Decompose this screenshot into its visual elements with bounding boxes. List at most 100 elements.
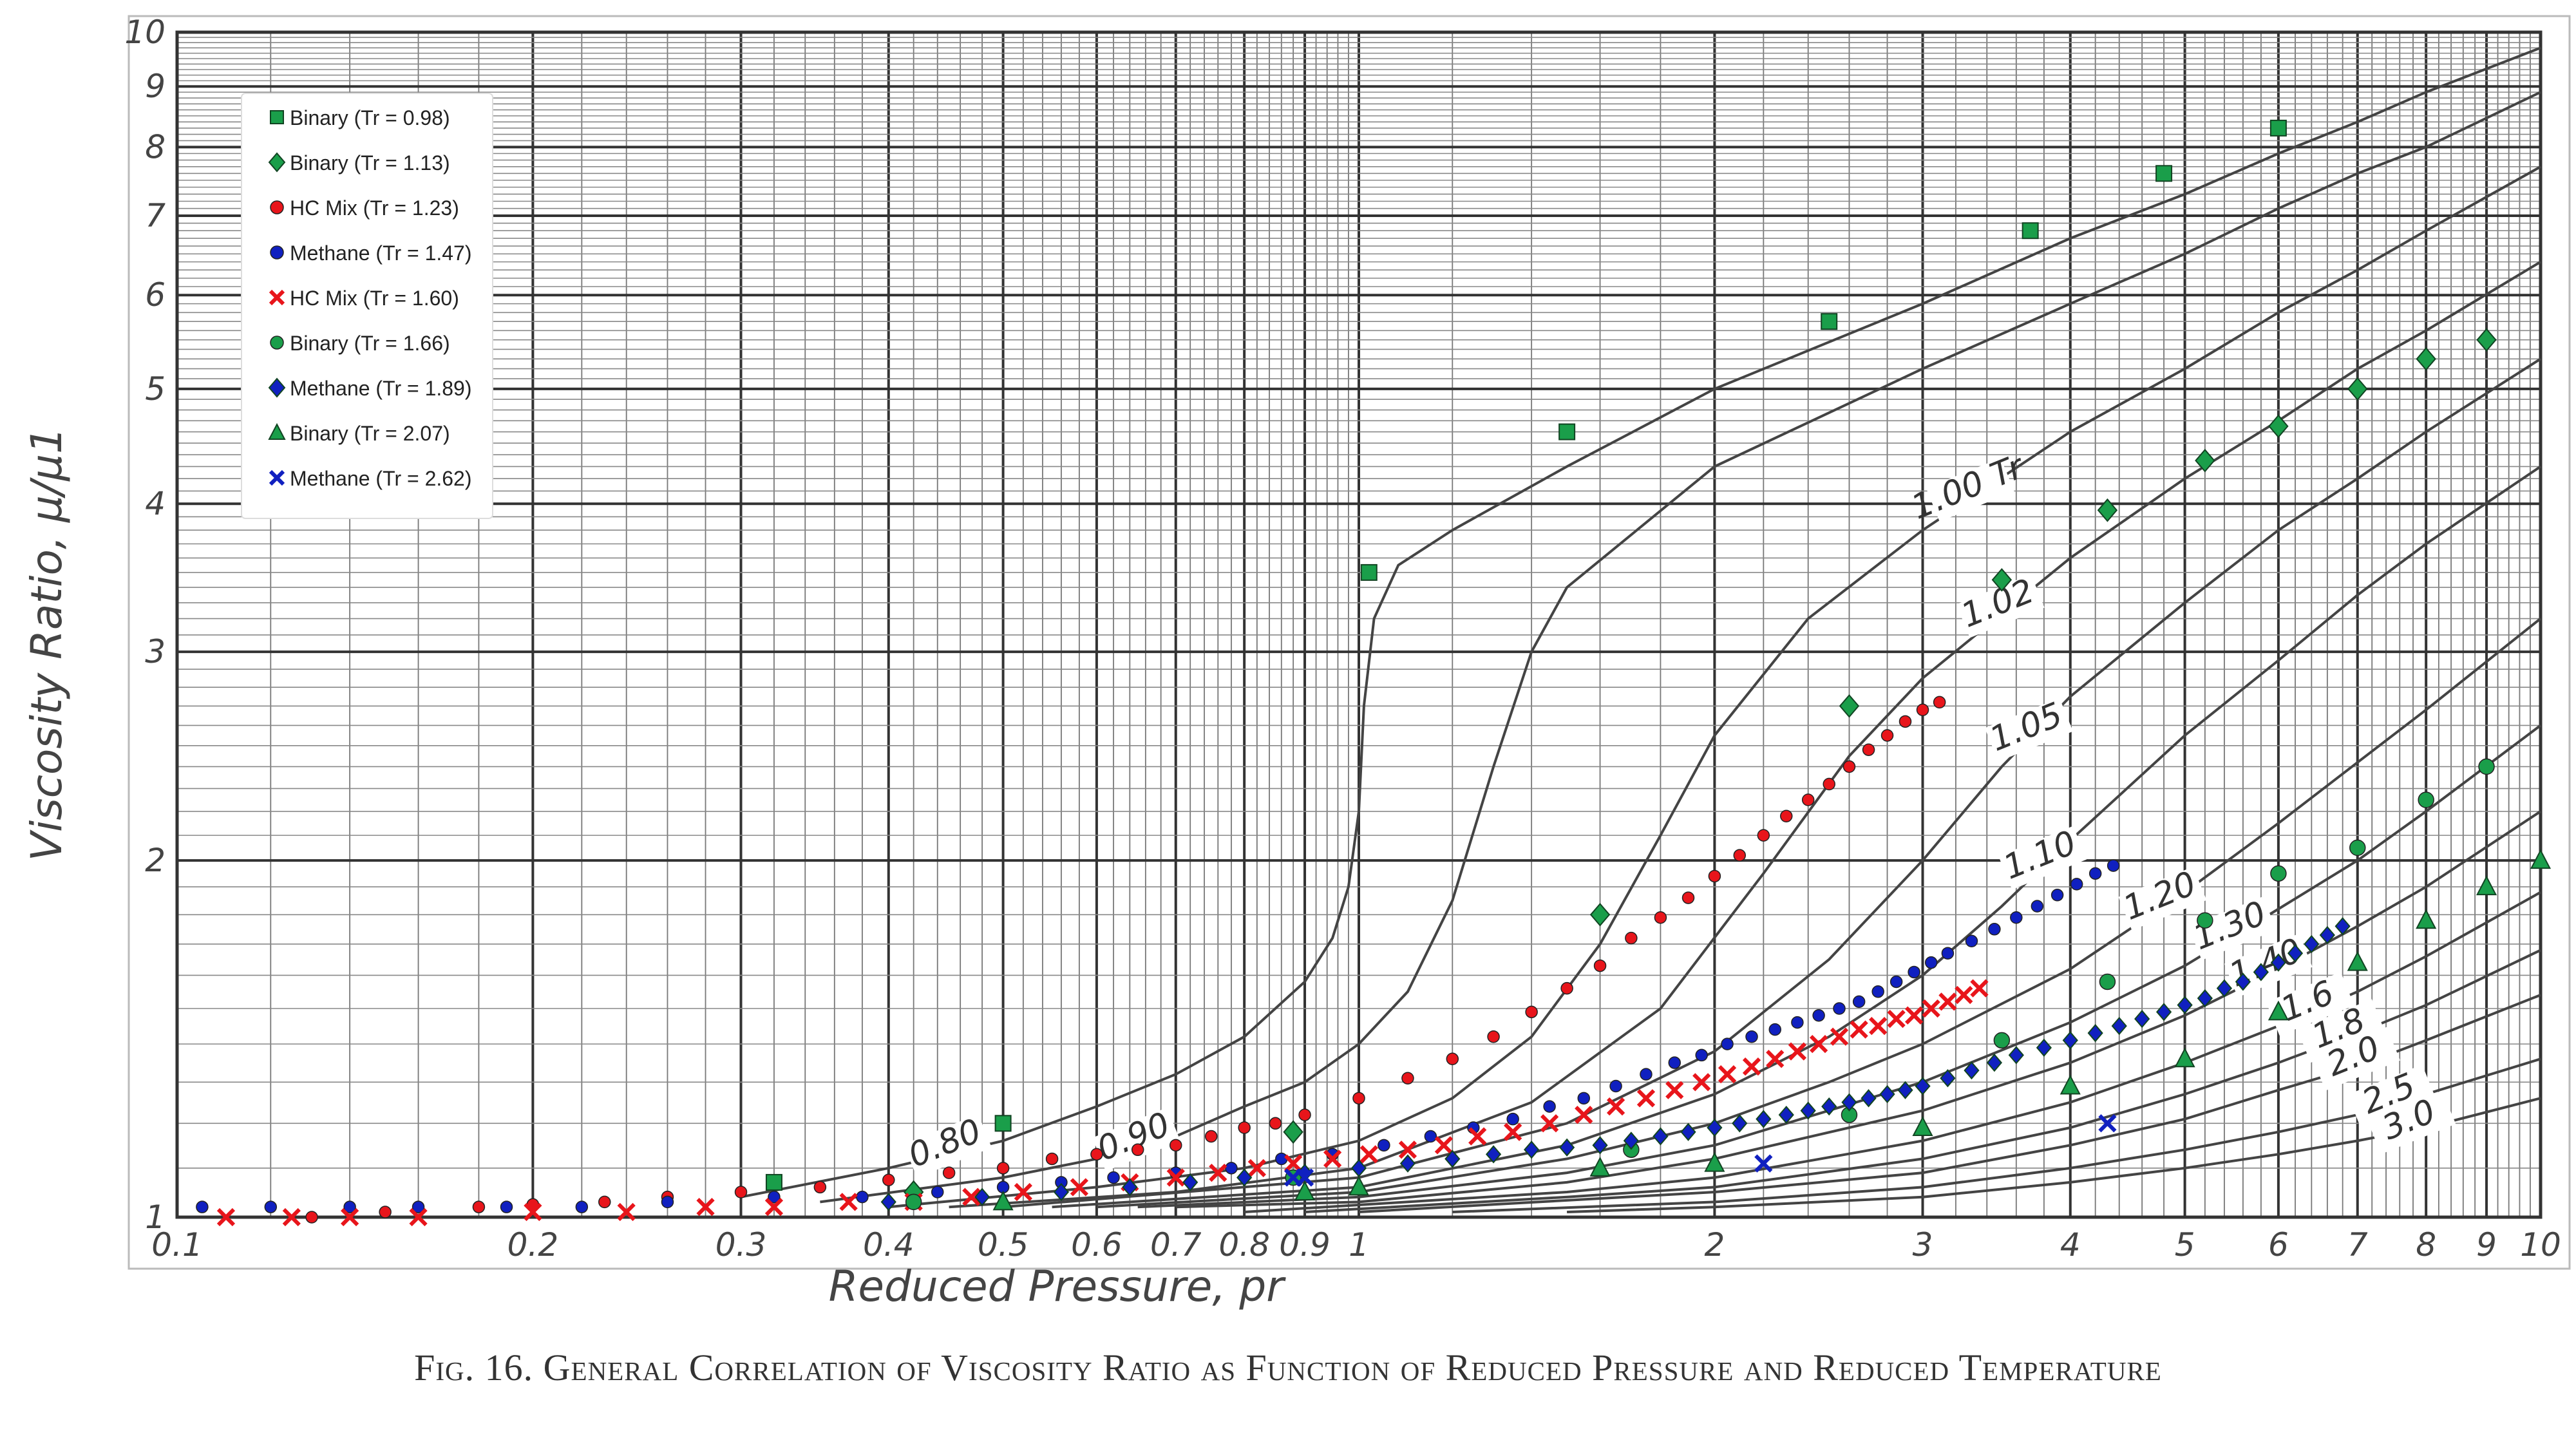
data-point xyxy=(2097,498,2118,522)
y-tick-label: 4 xyxy=(145,485,166,522)
data-point xyxy=(1800,1101,1816,1120)
data-point xyxy=(1733,849,1747,862)
data-point xyxy=(1014,1182,1032,1202)
data-point xyxy=(1352,1092,1365,1105)
tr-curve xyxy=(1244,891,2541,1213)
data-point xyxy=(2050,889,2064,902)
data-point xyxy=(1871,985,1884,998)
data-point xyxy=(2107,859,2120,872)
data-point xyxy=(1668,1056,1681,1069)
data-point xyxy=(1401,1072,1414,1084)
data-point xyxy=(768,1190,781,1204)
data-point xyxy=(2270,953,2287,972)
data-point xyxy=(1993,1032,2011,1049)
data-point xyxy=(1283,1120,1303,1144)
data-point xyxy=(2269,119,2287,137)
tr-curve xyxy=(1137,724,2542,1209)
data-point xyxy=(1107,1171,1120,1184)
data-point xyxy=(839,1193,858,1211)
data-point xyxy=(1823,777,1835,791)
tr-curve xyxy=(1358,994,2541,1213)
data-point xyxy=(1680,1122,1696,1141)
data-point xyxy=(2062,1031,2078,1050)
y-tick-label: 9 xyxy=(145,68,166,105)
data-point xyxy=(1378,1139,1390,1152)
tr-curve xyxy=(1096,617,2542,1209)
data-point xyxy=(2349,839,2366,857)
legend-marker xyxy=(268,422,286,440)
data-point xyxy=(1575,1105,1593,1124)
curve-label-bg xyxy=(904,1113,992,1178)
data-point xyxy=(1887,1010,1906,1028)
data-point xyxy=(2099,973,2116,990)
x-tick-label: 0.5 xyxy=(978,1226,1029,1264)
plot-border xyxy=(175,30,2543,1219)
data-point xyxy=(2268,1000,2289,1021)
data-point xyxy=(343,1200,356,1213)
data-point xyxy=(1721,1037,1734,1050)
curve-label-bg xyxy=(2297,999,2385,1063)
data-point xyxy=(1965,934,1978,948)
data-point xyxy=(1718,1065,1737,1084)
data-point xyxy=(2031,900,2044,913)
data-point xyxy=(1695,1048,1708,1062)
data-point xyxy=(992,1190,1014,1211)
data-point xyxy=(575,1200,589,1213)
data-point xyxy=(1756,1110,1772,1128)
data-point xyxy=(1916,703,1929,716)
data-points xyxy=(196,119,2552,1227)
legend-label: Binary (Tr = 2.07) xyxy=(290,422,450,445)
legend-marker xyxy=(269,289,285,306)
x-tick-label: 2 xyxy=(1704,1226,1725,1264)
data-point xyxy=(1742,1057,1761,1076)
data-point xyxy=(1841,1093,1857,1112)
data-point xyxy=(1839,694,1860,718)
data-point xyxy=(264,1200,278,1213)
legend-marker xyxy=(270,200,284,214)
curve-label-bg xyxy=(2312,1027,2401,1091)
data-point xyxy=(2098,1114,2117,1133)
legend-label: Binary (Tr = 1.13) xyxy=(290,151,450,175)
data-point xyxy=(1821,313,1838,330)
x-tick-label: 1 xyxy=(1349,1226,1369,1264)
data-point xyxy=(412,1200,425,1213)
data-point xyxy=(1708,869,1721,883)
data-point xyxy=(1359,1145,1378,1164)
data-point xyxy=(1182,1173,1198,1192)
data-point xyxy=(2268,414,2289,439)
legend-label: Binary (Tr = 1.66) xyxy=(290,332,450,355)
data-point xyxy=(1766,1050,1785,1068)
curve-label-bg xyxy=(1956,574,2045,638)
data-point xyxy=(905,1193,922,1211)
data-point xyxy=(1636,1089,1656,1108)
y-tick-label: 2 xyxy=(145,842,166,879)
data-point xyxy=(598,1195,611,1209)
data-point xyxy=(1842,760,1856,773)
legend: Binary (Tr = 0.98) Binary (Tr = 1.13) HC M… xyxy=(241,93,493,519)
x-tick-label: 0.9 xyxy=(1279,1226,1331,1264)
data-point xyxy=(1940,1069,1956,1088)
data-point xyxy=(2416,346,2436,371)
data-point xyxy=(996,1162,1010,1175)
legend-marker xyxy=(270,245,284,260)
data-point xyxy=(882,1173,895,1186)
data-point xyxy=(1889,975,1903,989)
legend-box xyxy=(241,93,493,519)
data-point xyxy=(1665,1081,1684,1099)
data-point xyxy=(1880,729,1894,742)
data-point xyxy=(1524,1141,1540,1159)
data-point xyxy=(2416,909,2437,929)
data-point xyxy=(1801,793,1815,806)
data-point xyxy=(1768,1023,1782,1036)
data-point xyxy=(1609,1079,1622,1093)
data-point xyxy=(856,1190,869,1204)
data-point xyxy=(1623,1132,1639,1150)
data-point xyxy=(1225,1162,1238,1175)
data-point xyxy=(1778,1105,1794,1124)
data-point xyxy=(1833,1002,1846,1015)
data-point xyxy=(1924,956,1938,969)
x-tick-label: 6 xyxy=(2268,1226,2289,1264)
curve-label-bg xyxy=(1998,826,2087,890)
data-point xyxy=(1904,1006,1924,1025)
data-point xyxy=(2476,875,2497,896)
